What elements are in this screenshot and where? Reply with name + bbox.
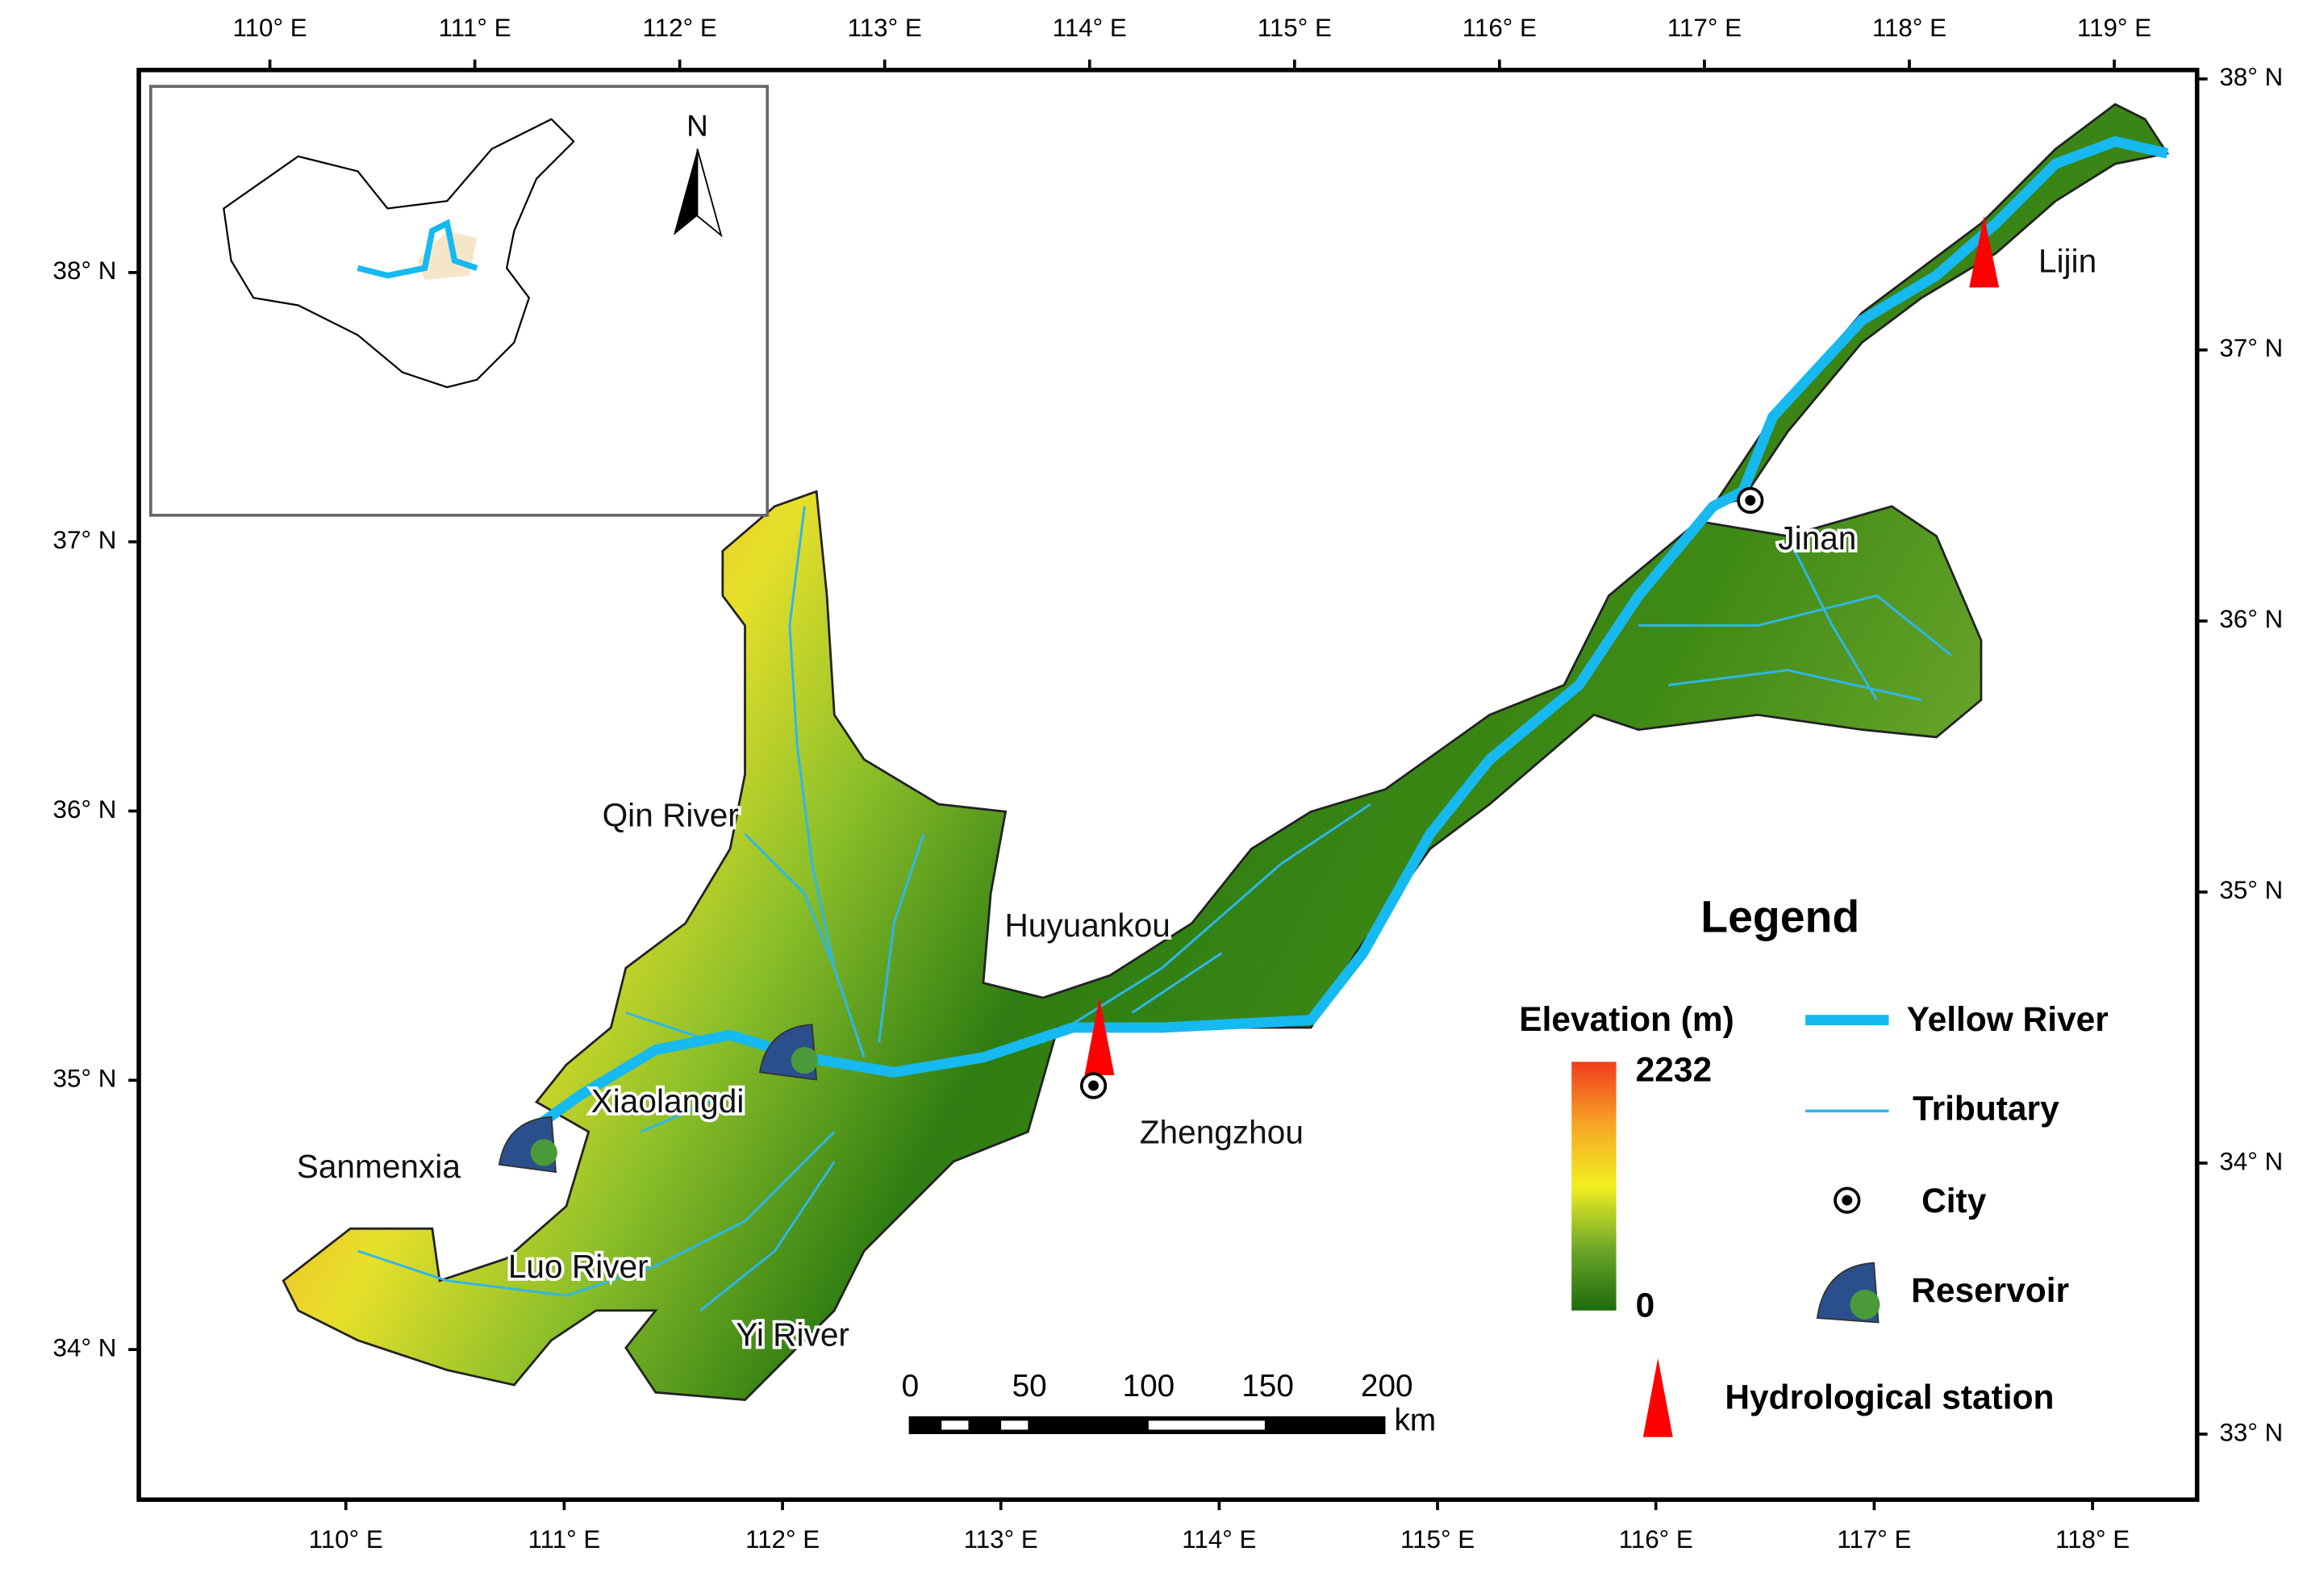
legend-label: City [1921,1182,1987,1220]
place-label: Sanmenxia [297,1148,461,1185]
top-tick-label: 115° E [1258,14,1332,42]
top-tick-label: 111° E [439,14,511,42]
scale-tick-label: 150 [1241,1369,1294,1403]
legend-label: Yellow River [1907,1000,2109,1038]
right-tick-label: 35° N [2219,876,2283,904]
scale-tick-label: 100 [1123,1369,1175,1403]
scale-unit: km [1395,1403,1437,1437]
left-tick-label: 34° N [53,1333,117,1362]
top-tick-label: 114° E [1053,14,1127,42]
legend-title: Legend [1700,892,1859,942]
bottom-tick-label: 111° E [528,1525,600,1554]
reservoirs [498,1024,819,1174]
bottom-tick-label: 113° E [964,1525,1038,1554]
bottom-tick-label: 117° E [1837,1525,1911,1554]
top-tick-label: 116° E [1462,14,1537,42]
top-tick-label: 110° E [232,14,307,42]
right-tick-label: 36° N [2219,605,2283,633]
scale-bar [908,1416,1386,1434]
top-tick-label: 118° E [1872,14,1946,42]
right-tick-label: 37° N [2219,334,2283,362]
elevation-title: Elevation (m) [1519,1000,1734,1038]
legend-label: Reservoir [1911,1271,2069,1309]
legend-station [1642,1358,1673,1437]
top-tick-label: 113° E [848,14,922,42]
left-tick-label: 35° N [53,1065,117,1093]
top-tick-label: 112° E [643,14,717,42]
right-tick-label: 38° N [2219,63,2283,91]
place-label: Zhengzhou [1140,1114,1304,1151]
place-label: Huyuankou [1004,907,1170,944]
place-label: Luo River [508,1248,649,1285]
scale-tick-label: 50 [1012,1369,1047,1403]
right-tick-label: 34° N [2219,1147,2283,1175]
right-tick-label: 33° N [2219,1418,2283,1446]
north-label: N [686,110,708,143]
place-label: Lijin [2038,243,2097,280]
place-label: Yi River [736,1316,849,1353]
basin [282,490,1983,1401]
inset: N [149,85,770,517]
top-tick-label: 117° E [1667,14,1742,42]
legend-label: Hydrological station [1725,1378,2054,1416]
bottom-tick-label: 110° E [309,1525,383,1554]
scale-tick-label: 0 [902,1369,920,1403]
bottom-tick-label: 114° E [1182,1525,1256,1554]
elevation-max: 2232 [1636,1051,1712,1089]
bottom-tick-label: 112° E [745,1525,820,1554]
stations [1084,215,2000,1076]
bottom-tick-label: 116° E [1619,1525,1693,1554]
place-label: Xiaolangdi [591,1082,745,1120]
bottom-tick-label: 115° E [1400,1525,1475,1554]
legend-label: Tributary [1913,1090,2059,1128]
elevation-bar [1571,1061,1617,1311]
top-tick-label: 119° E [2077,14,2151,42]
elevation-min: 0 [1636,1286,1655,1324]
tributaries [357,506,1952,1312]
left-tick-label: 36° N [53,795,117,824]
scale-tick-label: 200 [1361,1369,1413,1403]
left-tick-label: 38° N [53,256,117,285]
bottom-tick-label: 118° E [2055,1525,2130,1554]
place-label: Jinan [1778,519,1856,557]
place-label: Qin River [603,796,739,833]
left-tick-label: 37° N [53,526,117,554]
